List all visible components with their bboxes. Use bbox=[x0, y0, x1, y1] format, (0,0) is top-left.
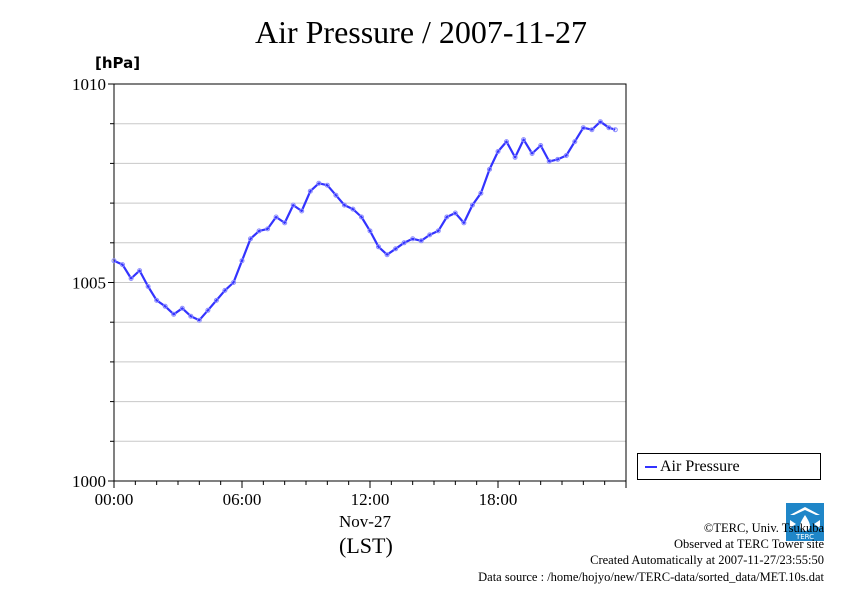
data-point bbox=[171, 311, 177, 317]
data-point bbox=[606, 125, 612, 131]
data-point bbox=[597, 119, 603, 125]
data-point bbox=[350, 206, 356, 212]
x-tick-label: 18:00 bbox=[479, 490, 518, 509]
y-tick-label: 1005 bbox=[72, 274, 106, 293]
data-point bbox=[290, 202, 296, 208]
data-point bbox=[179, 305, 185, 311]
data-point bbox=[487, 166, 492, 172]
data-point bbox=[444, 214, 450, 220]
x-tick-label: 00:00 bbox=[95, 490, 134, 509]
data-point bbox=[256, 228, 262, 234]
data-point bbox=[213, 297, 219, 303]
data-point bbox=[512, 154, 518, 160]
data-point bbox=[504, 139, 509, 145]
data-point bbox=[393, 246, 399, 252]
data-point bbox=[137, 268, 143, 274]
data-point bbox=[248, 236, 253, 242]
data-point bbox=[282, 220, 288, 226]
credit-observed: Observed at TERC Tower site bbox=[673, 537, 824, 552]
data-point bbox=[273, 214, 279, 220]
data-point bbox=[546, 158, 552, 164]
data-point bbox=[410, 236, 416, 242]
data-point bbox=[324, 182, 330, 188]
data-point bbox=[376, 244, 381, 250]
x-zone-label: (LST) bbox=[339, 533, 393, 558]
data-point bbox=[316, 180, 322, 186]
data-point bbox=[341, 202, 347, 208]
data-point bbox=[367, 228, 373, 234]
y-unit-label: [hPa] bbox=[95, 54, 141, 72]
data-point bbox=[120, 262, 125, 268]
data-point bbox=[401, 240, 407, 246]
data-point bbox=[418, 238, 424, 244]
data-point bbox=[188, 313, 194, 319]
data-point bbox=[572, 139, 578, 145]
credit-source: Data source : /home/hojyo/new/TERC-data/… bbox=[478, 569, 824, 584]
y-tick-label: 1010 bbox=[72, 75, 106, 94]
data-point bbox=[461, 220, 467, 226]
terc-logo-icon: TERC bbox=[786, 503, 824, 541]
data-point bbox=[478, 190, 484, 196]
data-point bbox=[231, 280, 236, 285]
data-point bbox=[563, 153, 569, 158]
data-point bbox=[111, 258, 117, 264]
logo-text: TERC bbox=[795, 533, 814, 541]
x-date-label: Nov-27 bbox=[339, 512, 391, 531]
data-point bbox=[333, 192, 339, 198]
data-point bbox=[612, 127, 618, 133]
data-point bbox=[435, 228, 441, 234]
data-point bbox=[359, 214, 364, 220]
data-point bbox=[589, 127, 595, 133]
data-point bbox=[239, 258, 245, 264]
credit-copyright: ©TERC, Univ. Tsukuba bbox=[703, 521, 824, 535]
credits: ©TERC, Univ. Tsukuba Observed at TERC To… bbox=[478, 520, 824, 585]
legend: Air Pressure bbox=[637, 453, 821, 480]
y-axis: 1000 1005 1010 bbox=[72, 75, 114, 491]
x-tick-label: 12:00 bbox=[351, 490, 390, 509]
legend-label: Air Pressure bbox=[660, 458, 740, 475]
data-point bbox=[154, 297, 160, 303]
data-point bbox=[299, 208, 305, 214]
data-point bbox=[222, 287, 228, 293]
data-point bbox=[196, 317, 202, 323]
data-point bbox=[307, 188, 313, 194]
legend-swatch bbox=[645, 466, 657, 468]
credit-created: Created Automatically at 2007-11-27/23:5… bbox=[590, 553, 824, 568]
data-point bbox=[265, 226, 271, 232]
x-tick-label: 06:00 bbox=[223, 490, 262, 509]
data-point bbox=[469, 202, 475, 208]
x-axis: 00:00 06:00 12:00 18:00 bbox=[95, 481, 627, 509]
data-point bbox=[145, 284, 151, 289]
data-point bbox=[521, 137, 527, 143]
data-point bbox=[162, 303, 168, 309]
data-point bbox=[452, 210, 458, 216]
data-point bbox=[529, 151, 535, 156]
data-point bbox=[495, 149, 501, 154]
data-point bbox=[205, 307, 211, 313]
series-line bbox=[113, 120, 616, 322]
grid-lines bbox=[114, 123, 626, 442]
data-point bbox=[555, 156, 561, 162]
data-point bbox=[538, 143, 544, 148]
data-point bbox=[427, 232, 433, 238]
chart-title: Air Pressure / 2007-11-27 bbox=[254, 14, 588, 50]
data-point bbox=[580, 125, 586, 131]
data-point bbox=[384, 252, 390, 258]
y-tick-label: 1000 bbox=[72, 472, 106, 491]
series-air-pressure bbox=[111, 119, 618, 323]
data-point bbox=[128, 276, 134, 281]
